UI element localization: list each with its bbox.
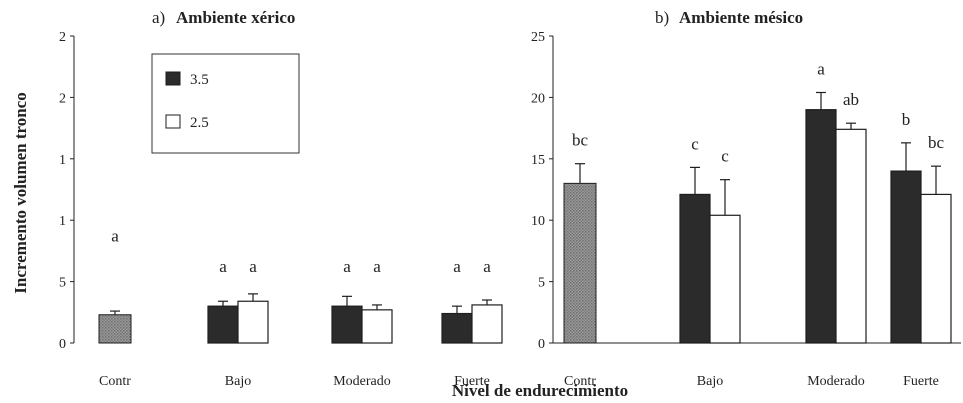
bar-series-25 xyxy=(920,193,952,344)
significance-letter: a xyxy=(343,257,351,276)
panel-a-letter: a) xyxy=(152,8,165,27)
panel-a-name: Ambiente xérico xyxy=(176,8,295,27)
significance-letter: c xyxy=(691,134,699,153)
significance-letter: a xyxy=(817,59,825,78)
y-tick-label: 15 xyxy=(531,153,545,168)
bar-series-25 xyxy=(237,300,269,344)
significance-letter: ab xyxy=(843,90,859,109)
x-axis-title: Nivel de endurecimiento xyxy=(452,381,628,400)
significance-letter: a xyxy=(483,257,491,276)
y-tick-label: 0 xyxy=(538,337,545,352)
significance-letter: bc xyxy=(572,131,589,150)
category-label: Contr xyxy=(99,374,131,389)
significance-letter: a xyxy=(111,226,119,245)
category-label: Bajo xyxy=(225,374,251,389)
significance-letter: c xyxy=(721,147,729,166)
y-tick-label: 2 xyxy=(59,91,66,106)
y-tick-label: 0 xyxy=(59,337,66,352)
legend-label-25: 2.5 xyxy=(190,115,209,131)
bar-series-25 xyxy=(709,214,741,344)
category-label: Contr xyxy=(564,374,596,389)
panel-a-title: a) Ambiente xérico xyxy=(152,8,295,27)
y-axis-title: Incremento volumen tronco xyxy=(11,92,30,293)
y-tick-label: 1 xyxy=(59,214,66,229)
y-tick-label: 20 xyxy=(531,91,545,106)
significance-letter: a xyxy=(453,257,461,276)
y-tick-label: 10 xyxy=(531,214,545,229)
y-tick-label: 1 xyxy=(59,153,66,168)
significance-letter: a xyxy=(249,257,257,276)
significance-letter: b xyxy=(902,110,911,129)
significance-letter: a xyxy=(219,257,227,276)
bar-control xyxy=(98,314,132,344)
legend-swatch-35 xyxy=(165,71,181,86)
bar-series-35 xyxy=(331,305,363,344)
category-label: Fuerte xyxy=(903,374,939,389)
legend-label-35: 3.5 xyxy=(190,72,209,88)
y-tick-label: 2 xyxy=(59,30,66,45)
panel-b-title: b) Ambiente mésico xyxy=(655,8,803,27)
legend-box xyxy=(151,53,300,154)
category-label: Moderado xyxy=(333,374,391,389)
bar-control xyxy=(563,182,597,344)
panel-b-letter: b) xyxy=(655,8,669,27)
y-tick-label: 5 xyxy=(538,276,545,291)
bar-series-35 xyxy=(679,193,711,344)
bar-series-35 xyxy=(890,170,922,344)
bar-series-25 xyxy=(361,309,393,344)
category-label: Fuerte xyxy=(454,374,490,389)
bar-series-35 xyxy=(207,305,239,344)
panel-a-plot: 0 5 1 1 2 2 Contr Bajo Moderado Fuerte a a a a a a a xyxy=(59,30,503,389)
legend: 3.5 2.5 xyxy=(151,53,300,154)
bar-series-25 xyxy=(835,128,867,344)
significance-letter: bc xyxy=(928,133,945,152)
category-label: Bajo xyxy=(697,374,723,389)
bar-series-35 xyxy=(441,312,473,344)
category-label: Moderado xyxy=(807,374,865,389)
bar-series-25 xyxy=(471,304,503,344)
panel-b-name: Ambiente mésico xyxy=(679,8,803,27)
y-tick-label: 25 xyxy=(531,30,545,45)
y-tick-label: 5 xyxy=(59,276,66,291)
bar-series-35 xyxy=(805,109,837,344)
legend-swatch-25 xyxy=(165,114,181,129)
significance-letter: a xyxy=(373,257,381,276)
